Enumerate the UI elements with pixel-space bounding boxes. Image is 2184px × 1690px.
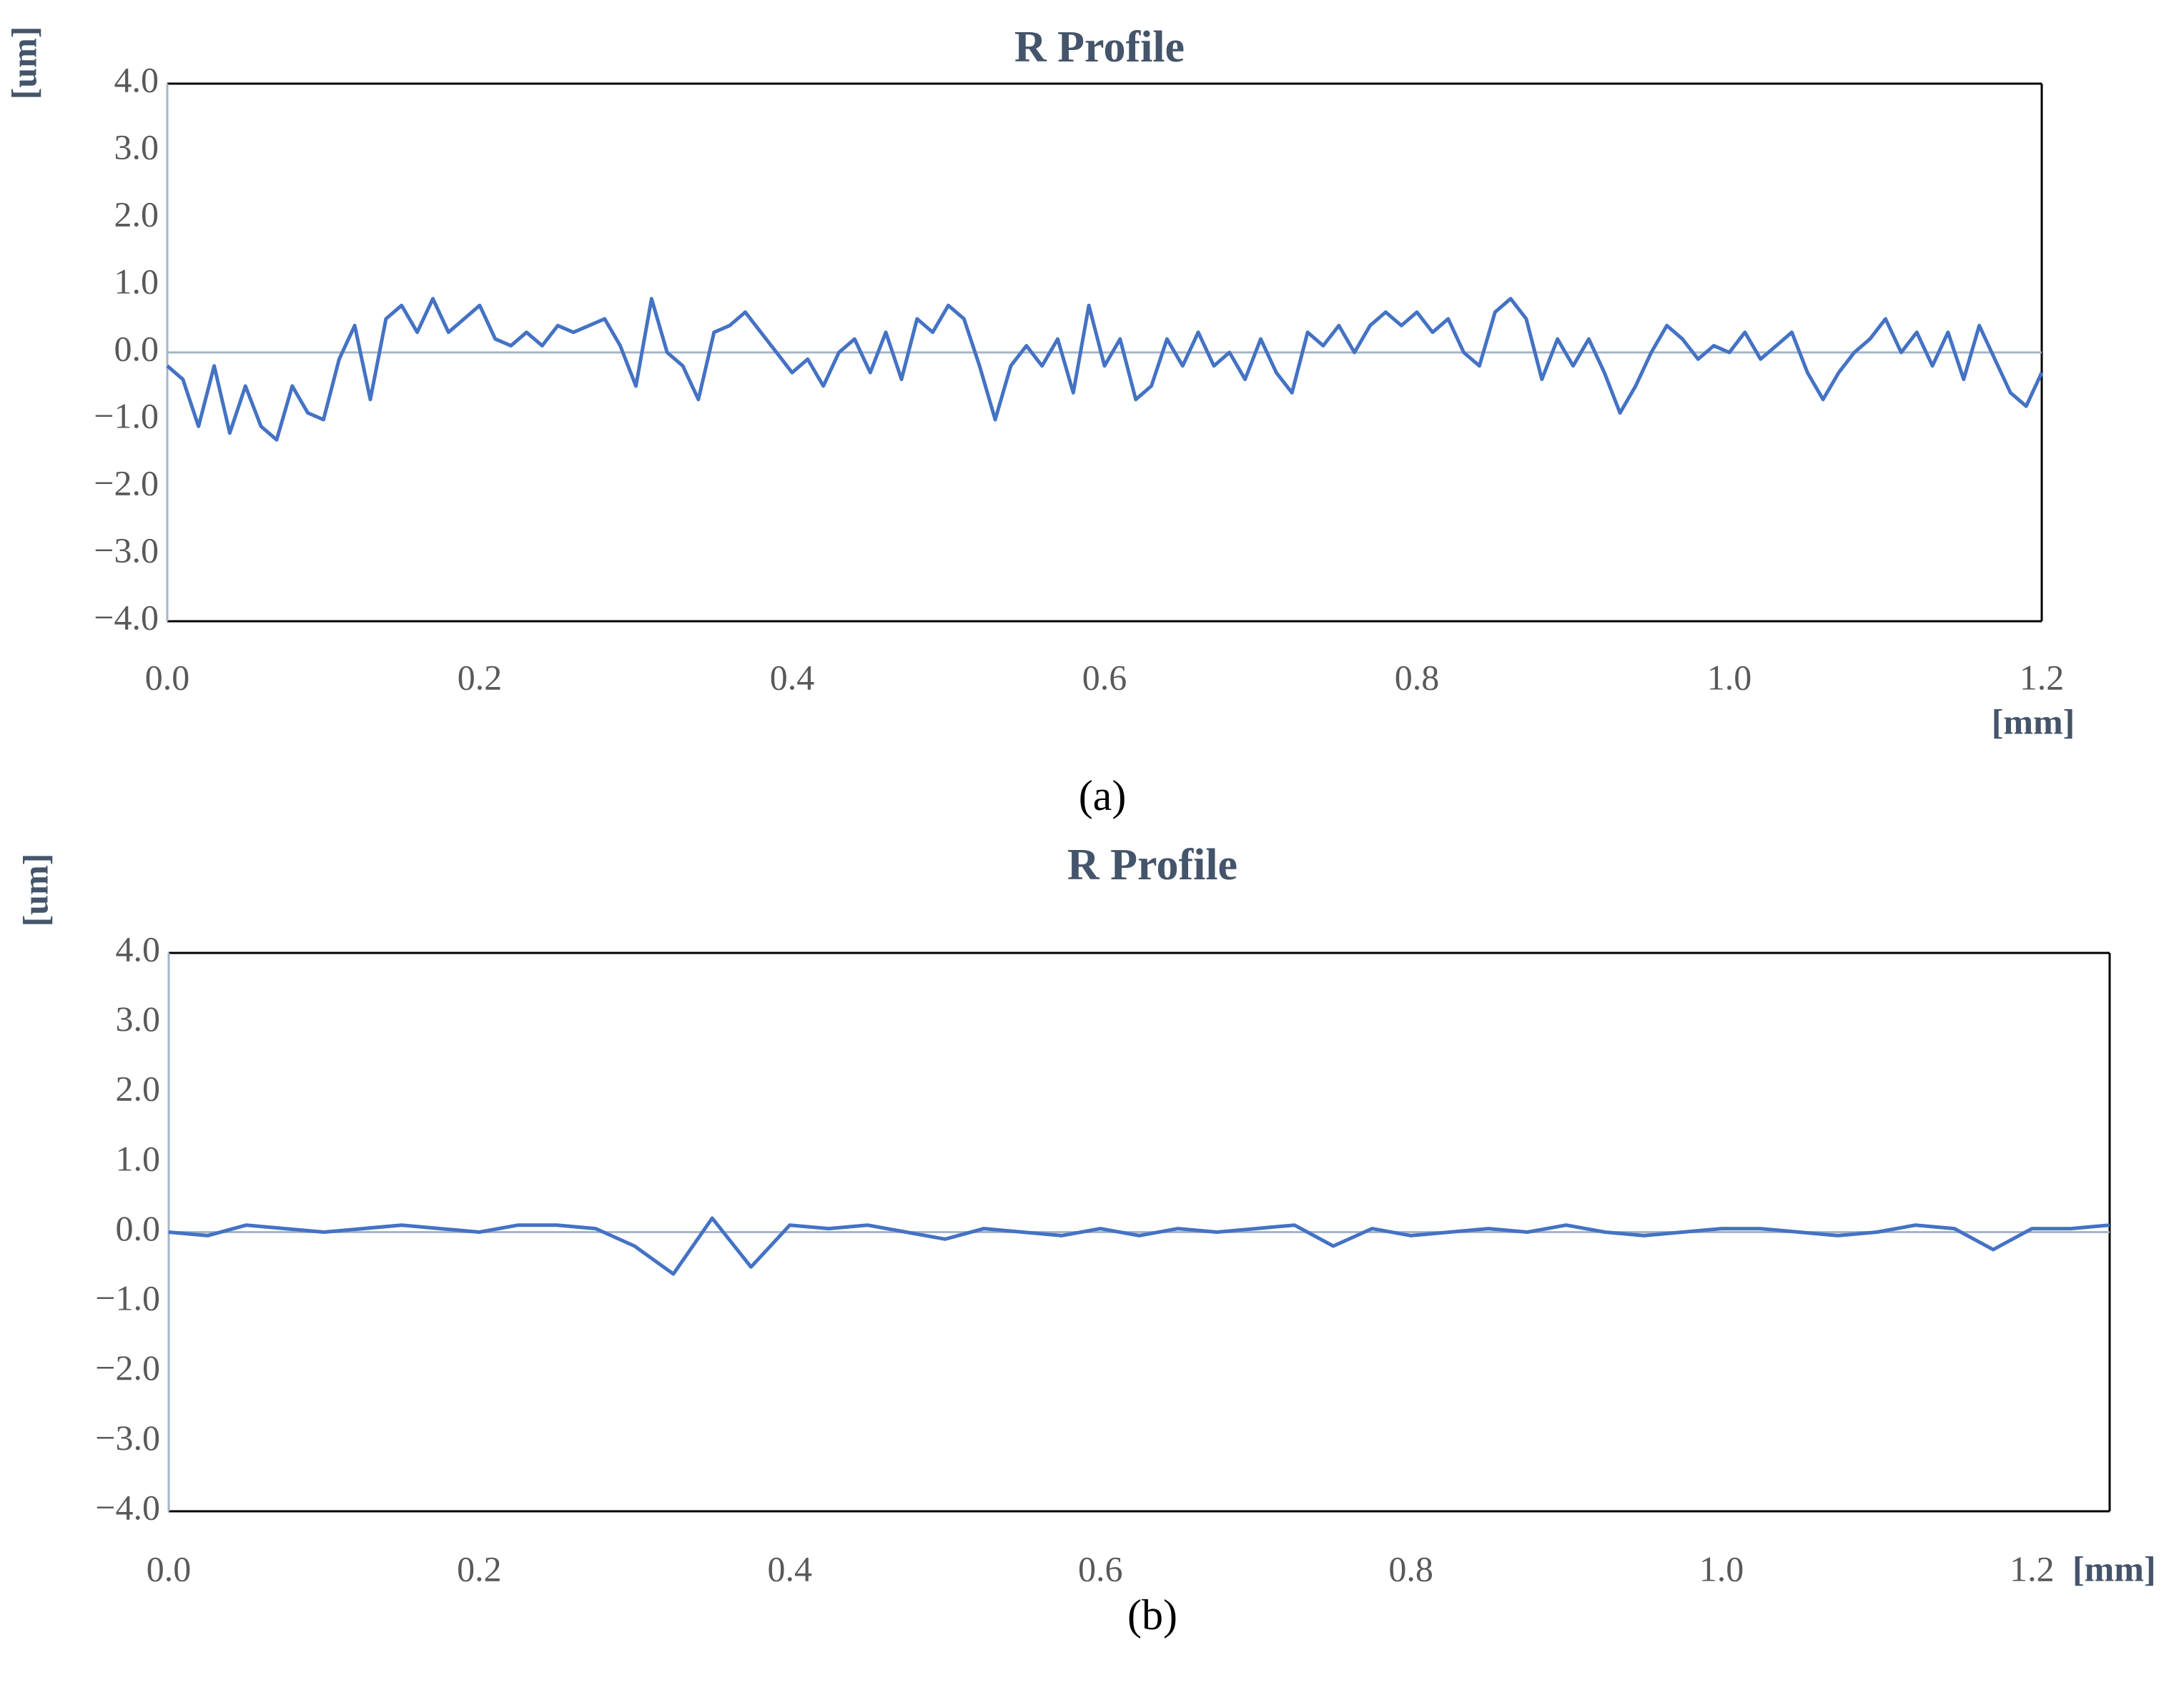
caption: (b) (1127, 1591, 1177, 1639)
y-tick-label: −3.0 (94, 530, 159, 570)
y-tick-label: −4.0 (94, 597, 159, 637)
y-axis-label: [um] (15, 854, 55, 927)
x-tick-label: 0.0 (145, 657, 190, 697)
x-tick-label: 1.2 (2010, 1548, 2055, 1588)
x-tick-label: 0.2 (458, 657, 503, 697)
x-tick-label: 0.8 (1395, 657, 1440, 697)
x-tick-label: 0.6 (1082, 657, 1127, 697)
y-tick-label: −2.0 (95, 1348, 160, 1388)
y-tick-label: −3.0 (95, 1418, 160, 1458)
y-tick-label: 2.0 (114, 194, 159, 234)
y-tick-label: −1.0 (94, 395, 159, 435)
y-tick-label: 1.0 (116, 1138, 161, 1178)
y-tick-label: 4.0 (116, 929, 161, 969)
y-tick-label: 3.0 (114, 127, 159, 167)
profile-line (166, 297, 2044, 442)
y-tick-label: −1.0 (95, 1278, 160, 1318)
x-tick-label: 0.4 (770, 657, 815, 697)
x-axis-label: [mm] (2072, 1548, 2156, 1588)
profile-line (168, 1216, 2110, 1276)
x-tick-label: 0.6 (1078, 1548, 1123, 1588)
y-tick-label: 3.0 (116, 999, 161, 1039)
x-tick-label: 1.0 (1699, 1548, 1744, 1588)
x-tick-label: 0.8 (1388, 1548, 1433, 1588)
caption: (a) (1079, 772, 1127, 819)
y-tick-label: −2.0 (94, 463, 159, 503)
y-tick-label: 0.0 (116, 1208, 161, 1248)
x-tick-label: 0.0 (147, 1548, 192, 1588)
chart-title: R Profile (1067, 841, 1237, 889)
y-tick-label: −4.0 (95, 1487, 160, 1527)
y-tick-label: 2.0 (116, 1069, 161, 1109)
y-tick-label: 1.0 (114, 261, 159, 301)
x-tick-label: 1.0 (1707, 657, 1752, 697)
y-axis-label: [um] (4, 26, 44, 100)
x-axis-label: [mm] (1992, 701, 2075, 741)
x-tick-label: 0.4 (768, 1548, 813, 1588)
y-tick-label: 0.0 (114, 328, 159, 368)
x-tick-label: 0.2 (457, 1548, 502, 1588)
x-tick-label: 1.2 (2020, 657, 2065, 697)
y-tick-label: 4.0 (114, 59, 159, 99)
chart-title: R Profile (1014, 23, 1185, 71)
